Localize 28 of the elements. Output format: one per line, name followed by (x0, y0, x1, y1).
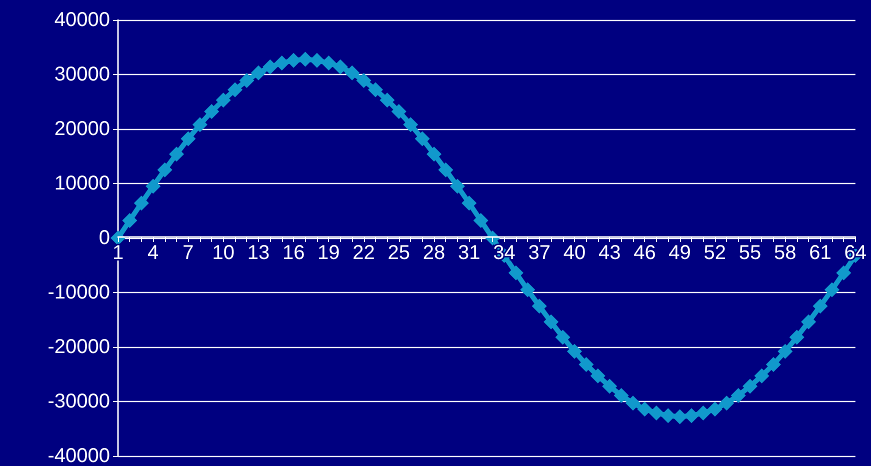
y-tick-label: -10000 (48, 282, 110, 304)
x-tick-label: 10 (212, 242, 234, 264)
y-tick-label: -20000 (48, 336, 110, 358)
y-tick-label: 0 (98, 227, 110, 249)
y-tick-label: 20000 (54, 118, 110, 140)
x-tick-label: 7 (182, 242, 194, 264)
x-tick-label: 46 (634, 242, 656, 264)
x-tick-label: 43 (598, 242, 621, 264)
y-tick-label: -30000 (48, 390, 110, 412)
x-tick-label: 58 (774, 242, 796, 264)
x-tick-label: 28 (422, 242, 446, 264)
y-tick-label: -40000 (48, 445, 110, 466)
x-tick-label: 37 (528, 242, 550, 264)
x-tick-label: 31 (458, 242, 480, 264)
x-tick-label: 19 (318, 242, 340, 264)
x-tick-label: 52 (704, 242, 726, 264)
y-tick-label: 30000 (54, 64, 110, 86)
x-tick-label: 22 (352, 242, 375, 264)
y-tick-label: 40000 (54, 9, 110, 31)
x-tick-label: 4 (148, 242, 159, 264)
x-tick-label: 55 (738, 242, 762, 264)
x-tick-label: 49 (668, 242, 691, 264)
x-tick-label: 61 (809, 242, 832, 264)
y-tick-label: 10000 (54, 172, 110, 194)
x-tick-label: 16 (282, 242, 305, 264)
x-tick-label: 13 (247, 242, 270, 264)
x-tick-label: 25 (388, 242, 410, 264)
x-tick-label: 40 (563, 242, 586, 264)
